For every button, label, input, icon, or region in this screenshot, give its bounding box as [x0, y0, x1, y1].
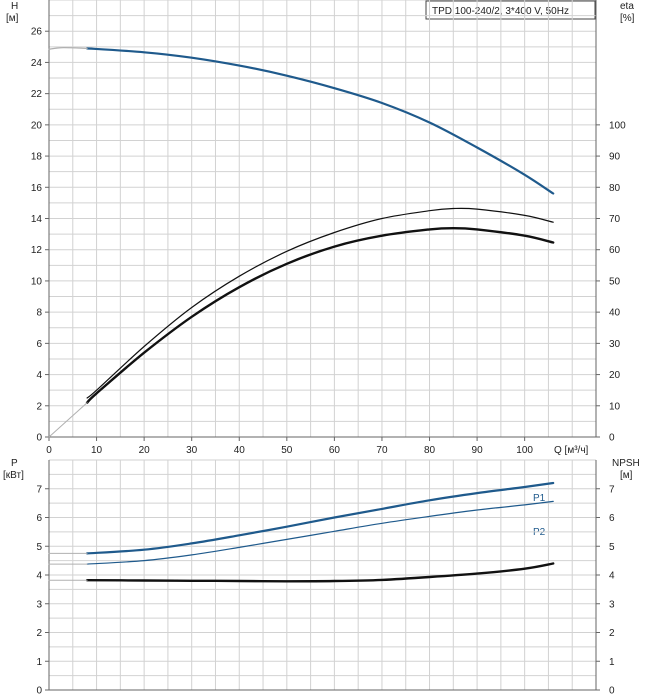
left-tick-label: 12 — [31, 245, 43, 256]
title-box — [425, 0, 596, 20]
x-tick-label: 40 — [234, 445, 246, 456]
right-tick-label: 40 — [609, 308, 621, 319]
top-left-axis-unit: [м] — [6, 13, 19, 24]
bottom-right-axis-unit: [м] — [620, 470, 633, 481]
x-axis-label: Q [м³/ч] — [554, 445, 589, 456]
series-line-0-1 — [48, 46, 88, 50]
left-tick-label: 10 — [31, 276, 43, 287]
x-tick-label: 100 — [516, 445, 533, 456]
bottom-left-axis-label: P — [11, 458, 18, 469]
left-tick-label: 24 — [31, 58, 43, 69]
right-tick-label: 80 — [609, 183, 621, 194]
left-tick-label: 20 — [31, 120, 43, 131]
right-tick-label: 0 — [609, 433, 615, 444]
x-tick-label: 20 — [139, 445, 151, 456]
left-tick-label: 5 — [36, 542, 42, 553]
left-tick-label: 2 — [36, 401, 42, 412]
x-tick-label: 90 — [472, 445, 484, 456]
right-tick-label: 0 — [609, 686, 615, 697]
series-line-0-2 — [86, 207, 554, 399]
right-tick-label: 3 — [609, 599, 615, 610]
top-right-axis-label: eta — [620, 1, 634, 12]
left-tick-label: 16 — [31, 183, 43, 194]
left-tick-label: 26 — [31, 27, 43, 38]
left-tick-label: 1 — [36, 657, 42, 668]
series-line-1-1 — [86, 500, 554, 565]
right-tick-label: 100 — [609, 120, 626, 131]
right-tick-label: 50 — [609, 276, 621, 287]
top-left-axis-label: H — [11, 1, 18, 12]
x-tick-label: 50 — [281, 445, 293, 456]
left-tick-label: 2 — [36, 628, 42, 639]
plot-layer: 0246810121416182022242601020304050607080… — [31, 0, 626, 697]
right-tick-label: 60 — [609, 245, 621, 256]
x-tick-label: 80 — [424, 445, 436, 456]
bottom-left-axis-unit: [кВт] — [3, 470, 24, 481]
left-tick-label: 0 — [36, 433, 42, 444]
left-tick-label: 4 — [36, 571, 42, 582]
left-tick-label: 4 — [36, 370, 42, 381]
left-tick-label: 3 — [36, 599, 42, 610]
left-tick-label: 14 — [31, 214, 43, 225]
x-tick-label: 0 — [46, 445, 52, 456]
right-tick-label: 5 — [609, 542, 615, 553]
right-tick-label: 7 — [609, 484, 615, 495]
series-label-p1: P1 — [533, 493, 546, 504]
x-tick-label: 60 — [329, 445, 341, 456]
series-line-0-4 — [48, 402, 88, 438]
right-tick-label: 6 — [609, 513, 615, 524]
right-tick-label: 70 — [609, 214, 621, 225]
right-tick-label: 20 — [609, 370, 621, 381]
right-tick-label: 30 — [609, 339, 621, 350]
right-tick-label: 1 — [609, 657, 615, 668]
top-right-axis-unit: [%] — [620, 13, 635, 24]
right-tick-label: 4 — [609, 571, 615, 582]
right-tick-label: 10 — [609, 401, 621, 412]
left-tick-label: 6 — [36, 513, 42, 524]
x-tick-label: 10 — [91, 445, 103, 456]
left-tick-label: 6 — [36, 339, 42, 350]
right-tick-label: 90 — [609, 152, 621, 163]
x-tick-label: 30 — [186, 445, 198, 456]
left-tick-label: 7 — [36, 484, 42, 495]
left-tick-label: 22 — [31, 89, 43, 100]
x-tick-label: 70 — [376, 445, 388, 456]
left-tick-label: 18 — [31, 152, 43, 163]
series-line-0-3 — [85, 227, 555, 404]
left-tick-label: 0 — [36, 686, 42, 697]
left-tick-label: 8 — [36, 308, 42, 319]
series-label-p2: P2 — [533, 527, 546, 538]
right-tick-label: 2 — [609, 628, 615, 639]
series-line-1-2 — [85, 562, 555, 583]
series-line-1-0 — [86, 481, 555, 555]
bottom-right-axis-label: NPSH — [612, 458, 640, 469]
series-line-0-0 — [86, 47, 555, 195]
